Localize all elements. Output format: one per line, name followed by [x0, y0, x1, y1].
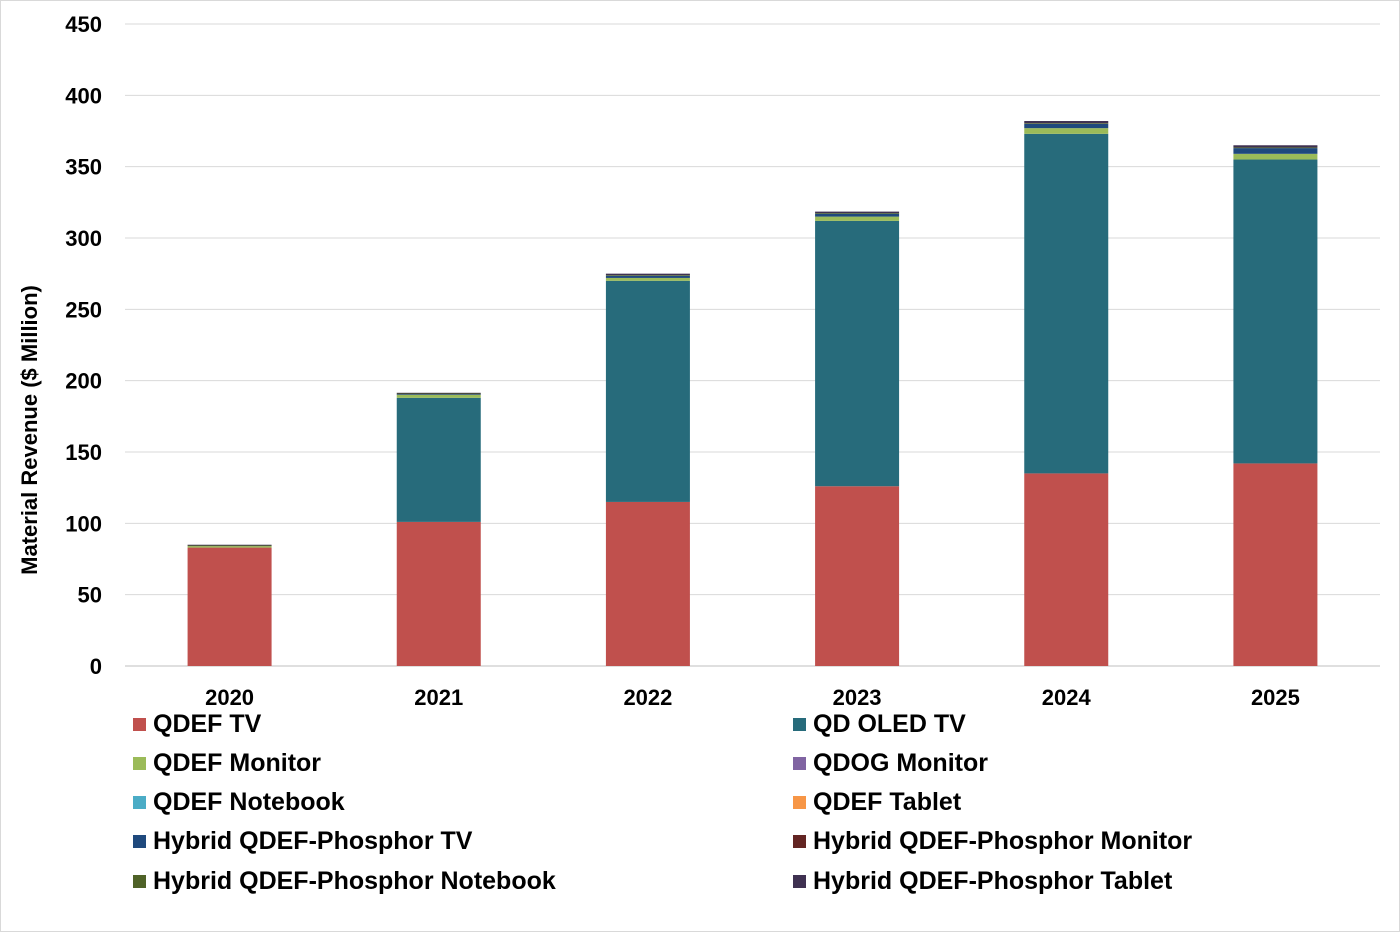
y-tick-label: 100 [65, 511, 102, 536]
bar-segment [187, 546, 272, 548]
bar-segment [1233, 148, 1318, 154]
y-tick-label: 450 [65, 12, 102, 37]
bar-segment [815, 486, 900, 666]
bar-segment [605, 275, 690, 278]
bar-segment [1024, 133, 1109, 474]
legend-swatch [133, 756, 146, 770]
bar-segment [1024, 473, 1109, 666]
bar-segment [815, 220, 900, 487]
legend-swatch [793, 717, 806, 731]
legend-label: Hybrid QDEF-Phosphor Tablet [813, 866, 1173, 895]
legend-item: Hybrid QDEF-Phosphor Tablet [793, 864, 1172, 898]
bars [187, 121, 1318, 666]
bar-segment [815, 211, 900, 214]
legend-label: Hybrid QDEF-Phosphor Notebook [153, 866, 556, 895]
legend-swatch [133, 796, 146, 810]
bar-segment [396, 394, 481, 395]
legend-swatch [793, 874, 806, 888]
legend-label: QDEF Notebook [153, 788, 345, 817]
legend-swatch [793, 796, 806, 810]
x-tick-label: 2021 [414, 685, 463, 710]
y-tick-label: 250 [65, 297, 102, 322]
bar-segment [1233, 153, 1318, 160]
y-axis-ticks: 0 50 100 150 200 250 300 350 400 450 [65, 12, 102, 679]
bar-segment [605, 277, 690, 281]
bar-segment [605, 280, 690, 502]
legend-item: QD OLED TV [793, 707, 966, 741]
x-tick-label: 2022 [623, 685, 672, 710]
legend-item: QDEF Monitor [133, 746, 321, 780]
y-axis-label: Material Revenue ($ Million) [17, 285, 42, 575]
legend-swatch [793, 835, 806, 849]
bar-segment [605, 501, 690, 666]
legend-item: QDEF Notebook [133, 786, 345, 820]
legend-item: QDOG Monitor [793, 746, 988, 780]
legend-label: Hybrid QDEF-Phosphor TV [153, 827, 473, 856]
y-tick-label: 350 [65, 155, 102, 180]
legend-swatch [133, 717, 146, 731]
bar-segment [396, 397, 481, 522]
bar-segment [1233, 145, 1318, 148]
x-tick-label: 2023 [833, 685, 882, 710]
bar-segment [605, 273, 690, 276]
legend-item: QDEF TV [133, 707, 261, 741]
bar-segment [1233, 159, 1318, 464]
bar-segment [1024, 123, 1109, 129]
bar-segment [187, 544, 272, 546]
bar-segment [1233, 463, 1318, 666]
legend-label: QDEF TV [153, 709, 262, 738]
y-tick-label: 0 [90, 654, 102, 679]
y-tick-label: 300 [65, 226, 102, 251]
y-tick-label: 400 [65, 83, 102, 108]
bar-segment [187, 547, 272, 666]
legend-item: Hybrid QDEF-Phosphor TV [133, 825, 472, 859]
legend-label: QDOG Monitor [813, 748, 988, 777]
legend-label: QDEF Monitor [153, 748, 322, 777]
x-tick-label: 2024 [1042, 685, 1092, 710]
bar-segment [605, 275, 690, 276]
bar-segment [187, 545, 272, 547]
x-tick-label: 2020 [205, 685, 254, 710]
x-axis-ticks: 2020 2021 2022 2023 2024 2025 [205, 685, 1300, 710]
bar-segment [396, 521, 481, 666]
y-tick-label: 200 [65, 369, 102, 394]
bar-segment [1233, 147, 1318, 149]
bar-segment [1024, 123, 1109, 124]
bar-segment [815, 213, 900, 214]
legend-item: QDEF Tablet [793, 786, 961, 820]
bar-segment [396, 393, 481, 395]
legend-item: Hybrid QDEF-Phosphor Monitor [793, 825, 1192, 859]
stacked-bar-chart: 0 50 100 150 200 250 300 350 400 450 2020 2021 2022… [17, 12, 1380, 710]
bar-segment [1024, 128, 1109, 134]
gridlines [125, 23, 1380, 667]
legend-swatch [133, 835, 146, 849]
y-tick-label: 150 [65, 440, 102, 465]
legend-swatch [133, 874, 146, 888]
legend-label: QD OLED TV [813, 709, 966, 738]
bar-segment [396, 392, 481, 394]
y-tick-label: 50 [78, 583, 102, 608]
x-tick-label: 2025 [1251, 685, 1300, 710]
legend-label: QDEF Tablet [813, 788, 962, 817]
legend-swatch [793, 756, 806, 770]
legend-item: Hybrid QDEF-Phosphor Notebook [133, 864, 556, 898]
bar-segment [815, 213, 900, 217]
legend-label: Hybrid QDEF-Phosphor Monitor [813, 827, 1193, 856]
bar-segment [1024, 121, 1109, 124]
bar-segment [815, 216, 900, 221]
bar-segment [396, 394, 481, 398]
